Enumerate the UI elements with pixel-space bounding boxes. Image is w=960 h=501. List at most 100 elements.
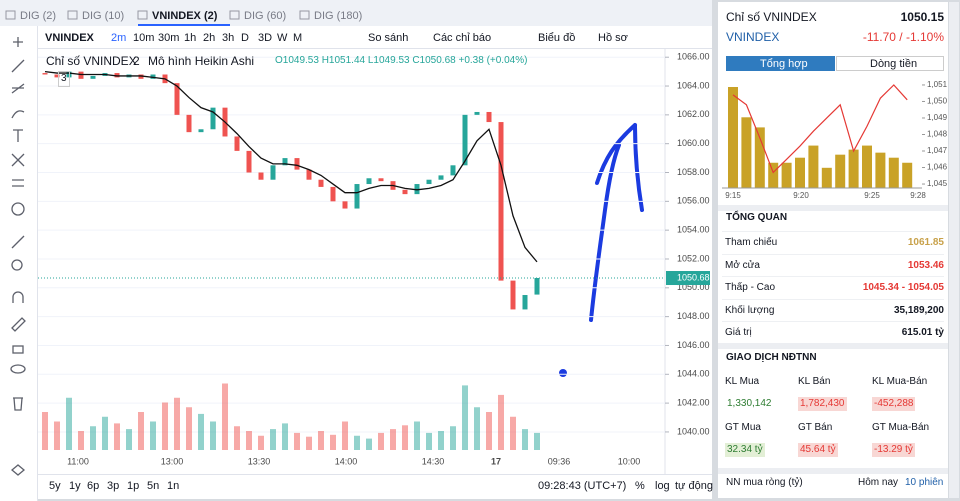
auto-toggle[interactable]: tự động [675,480,713,492]
profile-button[interactable]: Hồ sơ [598,32,628,44]
volume-bar [54,421,60,450]
overview-label: Tham chiếu [725,237,778,248]
interval[interactable]: M [293,32,303,44]
log-toggle[interactable]: log [655,480,670,492]
overview-value: 1053.46 [907,259,944,271]
tab-icon [299,10,310,20]
candle [486,111,492,123]
tab[interactable]: DIG (60) [244,10,287,22]
candle [474,111,480,115]
percent-toggle[interactable]: % [635,480,645,492]
range-button[interactable]: 3p [107,480,120,492]
hand-drawn-dot [559,369,567,377]
tab-active [726,56,835,71]
tab-icon [5,10,16,20]
volume-bar [174,397,180,450]
candle [150,74,156,79]
mini-y-label: 1,045 [927,179,948,188]
candle [42,73,48,75]
range-button[interactable]: 5n [147,480,160,492]
mini-line [732,84,908,174]
tab[interactable]: VNINDEX (2) [152,10,218,22]
tab[interactable]: DIG (10) [82,10,125,22]
interval[interactable]: D [241,32,249,44]
candle [522,295,528,310]
legend-ohlc: O1049.53 H1051.44 L1049.53 C1050.68 +0.3… [275,55,528,66]
panel-tab[interactable]: Dòng tiền [870,58,918,70]
tab[interactable]: DIG (180) [314,10,363,22]
x-tick-label: 10:00 [618,456,641,466]
mini-bar [795,157,805,188]
interval[interactable]: 10m [133,32,155,44]
volume-bar [150,421,156,450]
volume-bar [234,426,240,450]
interval[interactable]: 3h [222,32,235,44]
candle [186,114,192,133]
row-sep [722,231,944,232]
mini-y-label: 1,048 [927,130,948,139]
candle [378,178,384,182]
volume-bar [186,407,192,450]
top-toolbar [38,26,712,49]
overview-label: Khối lượng [725,304,775,316]
volume-bar [294,432,300,450]
foreign-value: 1,782,430 [798,397,847,411]
volume-bar [354,435,360,450]
volume-bar [426,432,432,450]
volume-bar [366,438,372,450]
y-tick-label: 1060.00 [677,138,710,148]
foreign-value: 32.34 tỷ [725,443,765,457]
volume-bar [114,423,120,450]
range-button[interactable]: 5y [49,480,61,492]
tab[interactable]: DIG (2) [20,10,57,22]
tab-icon [229,10,240,20]
range-button[interactable]: 1n [167,480,180,492]
icon [11,153,25,167]
divider [718,468,948,474]
footer-option[interactable]: Hôm nay [858,477,899,488]
y-tick-label: 1044.00 [677,369,710,379]
volume-bar [42,412,48,450]
interval[interactable]: 1h [184,32,197,44]
overview-value: 1061.85 [907,237,944,248]
interval[interactable]: 2m [111,32,127,44]
mini-x-label: 9:20 [793,191,809,200]
candle [498,122,504,281]
range-button[interactable]: 1p [127,480,140,492]
candle [438,175,444,180]
icon [11,317,26,332]
moving-average [44,70,538,263]
candle [246,150,252,173]
volume-bar [90,426,96,450]
interval[interactable]: W [277,32,288,44]
divider [718,205,948,211]
icon [10,364,26,374]
y-tick-label: 1046.00 [677,340,710,350]
footer-option[interactable]: 10 phiên [905,477,944,488]
candle [402,189,408,195]
y-tick-label: 1056.00 [677,196,710,206]
interval[interactable]: 2h [203,32,216,44]
chart-type-button[interactable]: Biểu đồ [538,32,576,44]
mini-bar [781,162,792,188]
volume-bar [438,431,444,450]
icon [11,83,25,94]
row-sep [722,276,944,277]
candle [342,201,348,209]
compare-button[interactable]: So sánh [368,32,409,44]
overview-label: Thấp - Cao [725,282,776,293]
indicators-button[interactable]: Các chỉ báo [433,32,492,44]
range-button[interactable]: 6p [87,480,100,492]
panel-tab[interactable]: Tổng hợp [760,58,808,70]
legend-style: Mô hình Heikin Ashi [148,54,255,68]
interval[interactable]: 30m [158,32,180,44]
candle [330,186,336,202]
range-button[interactable]: 1y [69,480,81,492]
candle [534,278,540,295]
overview-value: 615.01 tỷ [901,327,944,338]
row-sep [722,321,944,322]
volume-bar [102,416,108,450]
volume-bar [258,435,264,450]
interval[interactable]: 3D [258,32,273,44]
active-tab-underline [138,24,230,26]
